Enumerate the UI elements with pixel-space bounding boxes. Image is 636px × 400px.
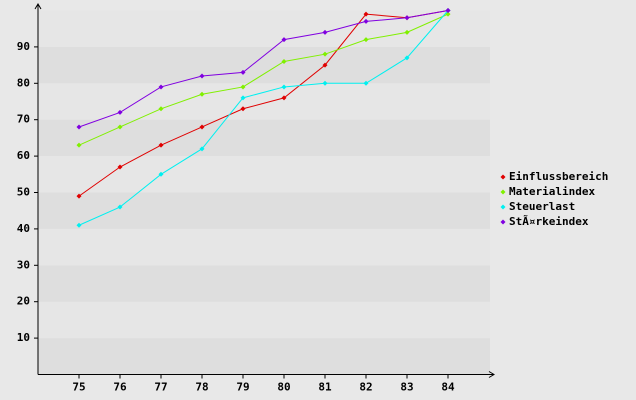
x-axis-arrow: [488, 371, 495, 378]
plot-band: [38, 301, 490, 339]
point: [281, 84, 287, 90]
legend-label: Steuerlast: [509, 200, 575, 213]
point: [76, 142, 82, 148]
x-tick-label: 83: [400, 381, 413, 394]
point: [240, 69, 246, 75]
plot-band: [38, 338, 490, 375]
point: [158, 171, 164, 177]
point: [363, 11, 369, 17]
point: [322, 80, 328, 86]
y-tick-label: 10: [17, 331, 30, 344]
point: [240, 84, 246, 90]
legend-label: Einflussbereich: [509, 170, 608, 183]
point: [117, 204, 123, 210]
series-line: [78, 10, 449, 128]
point: [322, 62, 328, 68]
point: [281, 58, 287, 64]
point: [363, 18, 369, 24]
legend-label: StÃ¤rkeindex: [509, 215, 589, 228]
y-tick-label: 90: [17, 40, 30, 53]
y-tick-label: 80: [17, 76, 30, 89]
point: [404, 29, 410, 35]
point: [76, 193, 82, 199]
point: [322, 29, 328, 35]
point: [363, 80, 369, 86]
legend-label: Materialindex: [509, 185, 595, 198]
x-tick-label: 75: [72, 381, 85, 394]
x-tick-label: 82: [359, 381, 372, 394]
point: [199, 73, 205, 79]
point: [445, 11, 451, 17]
point: [281, 37, 287, 43]
point: [240, 95, 246, 101]
point: [199, 146, 205, 152]
plot-band: [38, 83, 490, 120]
legend-marker: [500, 174, 506, 180]
x-tick-label: 81: [318, 381, 332, 394]
legend-marker: [500, 189, 506, 195]
x-tick-label: 80: [277, 381, 290, 394]
y-tick-label: 70: [17, 113, 30, 126]
point: [76, 222, 82, 228]
plot-band: [38, 119, 490, 157]
y-axis-arrow: [34, 3, 42, 10]
y-tick-label: 20: [17, 295, 30, 308]
x-tick-label: 76: [113, 381, 127, 394]
series-line: [78, 10, 449, 197]
point: [76, 124, 82, 130]
point: [199, 124, 205, 130]
x-tick-label: 84: [441, 381, 455, 394]
point: [117, 164, 123, 170]
point: [240, 106, 246, 112]
x-tick-label: 77: [154, 381, 167, 394]
plot-band: [38, 192, 490, 229]
point: [281, 95, 287, 101]
series-line: [78, 10, 449, 226]
y-tick-label: 30: [17, 258, 30, 271]
point: [117, 109, 123, 115]
point: [117, 124, 123, 130]
x-tick-label: 79: [236, 381, 249, 394]
plot-band: [38, 265, 490, 302]
y-tick-label: 40: [17, 222, 30, 235]
y-tick-label: 50: [17, 186, 30, 199]
x-tick-label: 78: [195, 381, 208, 394]
point: [158, 84, 164, 90]
y-tick-label: 60: [17, 149, 30, 162]
point: [445, 8, 451, 13]
point: [199, 91, 205, 97]
plot-band: [38, 228, 490, 266]
point: [322, 51, 328, 57]
point: [363, 37, 369, 43]
point: [404, 15, 410, 21]
series-line: [78, 13, 449, 146]
legend-marker: [500, 204, 506, 210]
plot-band: [38, 46, 490, 84]
point: [158, 142, 164, 148]
point: [404, 55, 410, 61]
point: [158, 106, 164, 112]
plot-band: [38, 156, 490, 193]
plot-band: [38, 10, 490, 47]
legend-marker: [500, 219, 506, 225]
